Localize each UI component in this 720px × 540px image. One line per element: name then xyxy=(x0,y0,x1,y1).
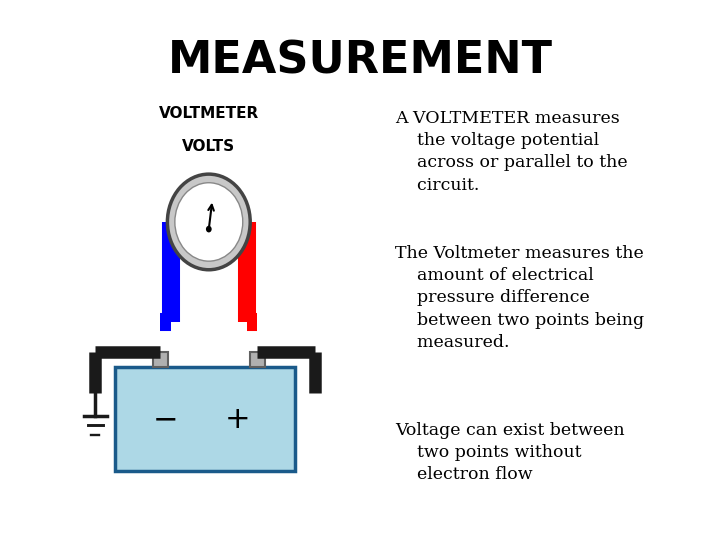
Text: VOLTMETER: VOLTMETER xyxy=(158,105,259,120)
Bar xyxy=(115,367,295,471)
Circle shape xyxy=(167,174,251,270)
Text: MEASUREMENT: MEASUREMENT xyxy=(168,40,552,83)
Text: VOLTS: VOLTS xyxy=(182,139,235,154)
Circle shape xyxy=(175,183,243,261)
Circle shape xyxy=(206,226,212,232)
Bar xyxy=(250,352,265,367)
Text: −: − xyxy=(153,405,179,434)
Text: +: + xyxy=(225,405,251,434)
Text: A VOLTMETER measures
    the voltage potential
    across or parallel to the
   : A VOLTMETER measures the voltage potenti… xyxy=(395,110,628,194)
Text: The Voltmeter measures the
    amount of electrical
    pressure difference
    : The Voltmeter measures the amount of ele… xyxy=(395,245,644,351)
Bar xyxy=(153,352,168,367)
Text: Voltage can exist between
    two points without
    electron flow: Voltage can exist between two points wit… xyxy=(395,422,625,483)
